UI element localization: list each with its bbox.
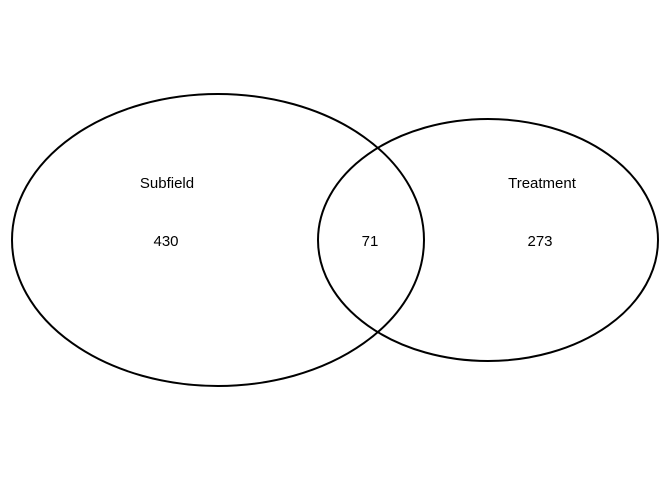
set-label-treatment: Treatment <box>508 175 577 192</box>
count-treatment-only: 273 <box>527 233 552 250</box>
count-subfield-only: 430 <box>153 233 178 250</box>
count-overlap: 71 <box>362 233 379 250</box>
set-label-subfield: Subfield <box>140 175 194 192</box>
set-circle-treatment <box>317 118 659 362</box>
set-circle-subfield <box>11 93 425 387</box>
